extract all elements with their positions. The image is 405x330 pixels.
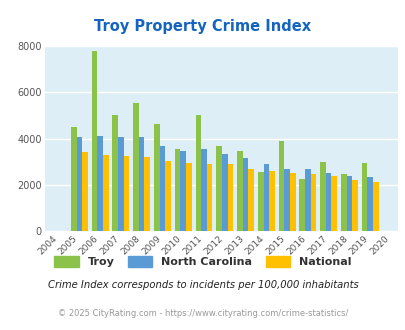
Bar: [242, 158, 248, 231]
Bar: [278, 141, 284, 231]
Bar: [372, 182, 378, 231]
Text: Troy Property Crime Index: Troy Property Crime Index: [94, 19, 311, 34]
Text: Crime Index corresponds to incidents per 100,000 inhabitants: Crime Index corresponds to incidents per…: [47, 280, 358, 290]
Bar: [112, 115, 118, 231]
Bar: [165, 160, 171, 231]
Bar: [118, 137, 124, 231]
Bar: [310, 174, 315, 231]
Bar: [352, 180, 357, 231]
Bar: [216, 146, 222, 231]
Bar: [92, 51, 97, 231]
Bar: [263, 164, 269, 231]
Bar: [153, 123, 159, 231]
Bar: [340, 174, 346, 231]
Bar: [269, 171, 274, 231]
Bar: [320, 162, 325, 231]
Bar: [222, 154, 227, 231]
Bar: [185, 163, 191, 231]
Bar: [201, 149, 206, 231]
Bar: [195, 115, 201, 231]
Bar: [304, 169, 310, 231]
Bar: [159, 146, 165, 231]
Bar: [361, 163, 367, 231]
Bar: [299, 179, 304, 231]
Bar: [330, 176, 336, 231]
Bar: [71, 127, 77, 231]
Bar: [175, 149, 180, 231]
Legend: Troy, North Carolina, National: Troy, North Carolina, National: [50, 251, 355, 271]
Bar: [325, 173, 330, 231]
Bar: [180, 151, 185, 231]
Bar: [144, 157, 150, 231]
Bar: [367, 177, 372, 231]
Text: © 2025 CityRating.com - https://www.cityrating.com/crime-statistics/: © 2025 CityRating.com - https://www.city…: [58, 309, 347, 318]
Bar: [82, 152, 87, 231]
Bar: [133, 103, 139, 231]
Bar: [139, 137, 144, 231]
Bar: [77, 137, 82, 231]
Bar: [248, 169, 254, 231]
Bar: [289, 173, 295, 231]
Bar: [206, 164, 212, 231]
Bar: [103, 155, 108, 231]
Bar: [97, 136, 103, 231]
Bar: [346, 176, 352, 231]
Bar: [227, 164, 232, 231]
Bar: [124, 156, 129, 231]
Bar: [237, 151, 242, 231]
Bar: [284, 169, 289, 231]
Bar: [257, 172, 263, 231]
